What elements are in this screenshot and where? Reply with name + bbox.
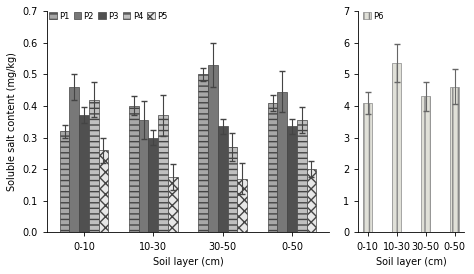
X-axis label: Soil layer (cm): Soil layer (cm): [376, 257, 447, 267]
Bar: [158, 115, 168, 232]
Y-axis label: Soluble salt content (mg/kg): Soluble salt content (mg/kg): [7, 52, 17, 191]
Bar: [168, 177, 178, 232]
Bar: [218, 127, 228, 232]
Bar: [148, 138, 158, 232]
Bar: [450, 87, 459, 232]
Bar: [69, 87, 79, 232]
Bar: [277, 92, 287, 232]
Bar: [228, 147, 237, 232]
Bar: [89, 99, 99, 232]
Legend: P6: P6: [363, 11, 384, 21]
Bar: [199, 74, 208, 232]
Bar: [99, 150, 108, 232]
X-axis label: Soil layer (cm): Soil layer (cm): [153, 257, 223, 267]
Bar: [392, 63, 401, 232]
Bar: [60, 131, 69, 232]
Bar: [208, 65, 218, 232]
Bar: [79, 115, 89, 232]
Bar: [139, 120, 148, 232]
Bar: [297, 120, 307, 232]
Legend: P1, P2, P3, P4, P5: P1, P2, P3, P4, P5: [48, 11, 169, 21]
Bar: [237, 179, 247, 232]
Bar: [268, 103, 277, 232]
Bar: [363, 103, 372, 232]
Bar: [307, 169, 316, 232]
Bar: [421, 96, 430, 232]
Bar: [287, 127, 297, 232]
Bar: [129, 106, 139, 232]
